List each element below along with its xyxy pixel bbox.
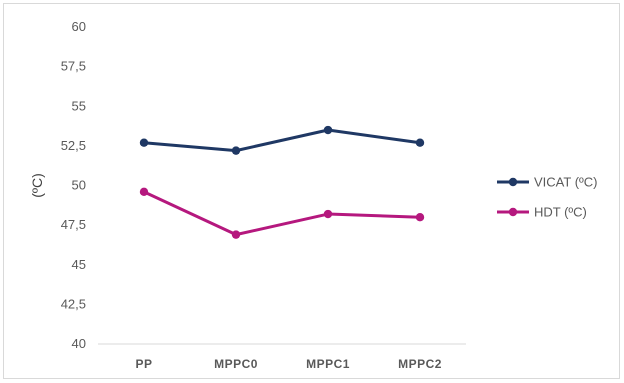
chart-frame [3, 3, 620, 379]
legend-label: HDT (ºC) [534, 205, 587, 220]
y-tick-label: 60 [72, 19, 86, 34]
y-tick-label: 55 [72, 98, 86, 113]
data-point [139, 138, 149, 147]
x-tick-label: MPPC0 [214, 357, 258, 371]
data-point [231, 230, 241, 239]
data-point [415, 138, 425, 147]
y-tick-label: 52,5 [61, 138, 86, 153]
y-tick-label: 40 [72, 336, 86, 351]
category-labels: PP MPPC0 MPPC1 MPPC2 [135, 357, 441, 371]
data-point [323, 209, 333, 219]
y-tick-label: 45 [72, 257, 86, 272]
series-line [142, 128, 422, 153]
data-point [139, 187, 149, 197]
y-axis-title: (ºC) [29, 173, 45, 198]
series [139, 187, 425, 239]
series [139, 125, 425, 155]
data-point [415, 213, 425, 222]
y-tick-label: 47,5 [61, 217, 86, 232]
series-layer [139, 125, 425, 239]
data-point [231, 146, 241, 155]
y-tick-label: 42,5 [61, 296, 86, 311]
data-point [323, 125, 333, 135]
y-tick-label: 50 [72, 178, 86, 193]
x-tick-label: MPPC1 [306, 357, 350, 371]
x-tick-label: PP [135, 357, 152, 371]
legend-marker [508, 207, 518, 217]
legend-label: VICAT (ºC) [534, 175, 598, 190]
series-line [142, 190, 422, 237]
x-tick-label: MPPC2 [398, 357, 442, 371]
y-tick-label: 57,5 [61, 59, 86, 74]
y-tick-labels: 40 42,5 45 47,5 50 52,5 55 57,5 60 [61, 19, 86, 351]
legend: VICAT (ºC) HDT (ºC) [497, 175, 598, 220]
legend-marker [508, 177, 518, 187]
